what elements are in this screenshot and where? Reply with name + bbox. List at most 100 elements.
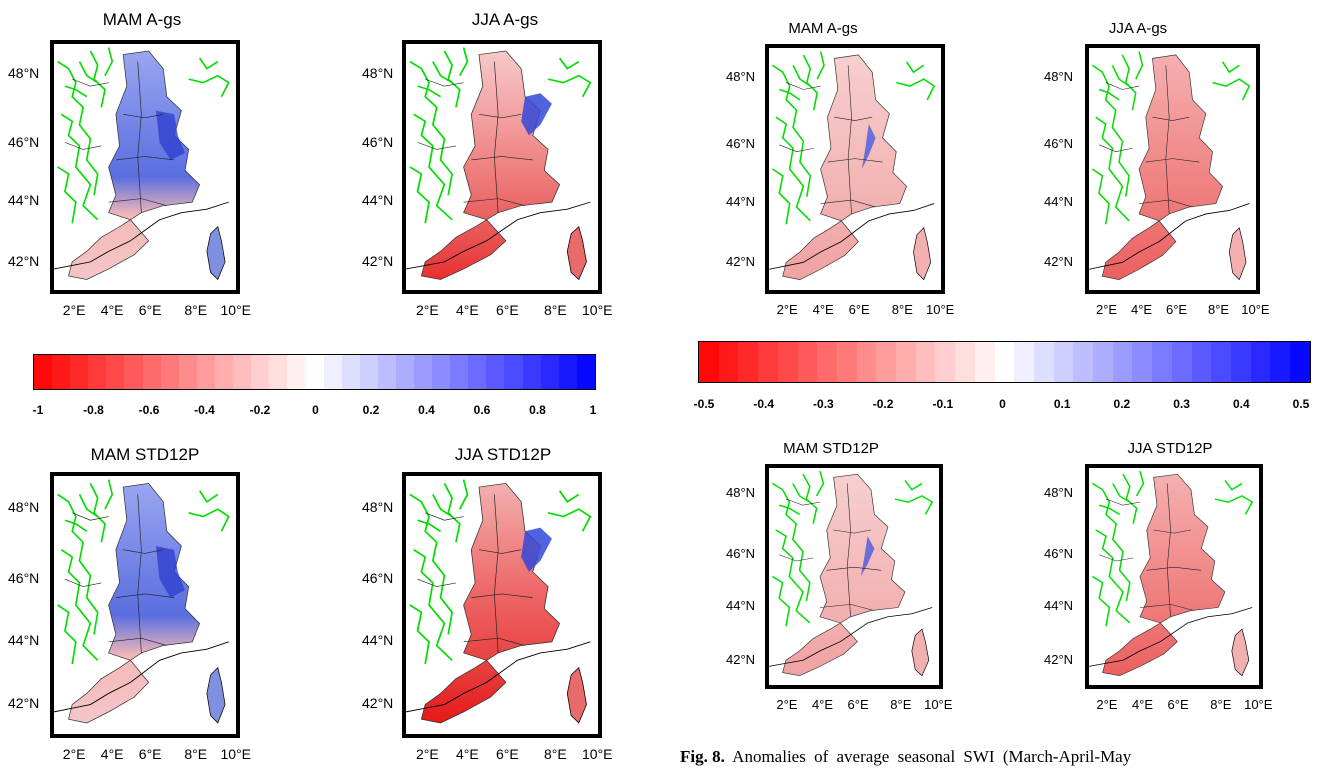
colorbar-segment: [287, 355, 306, 389]
map-plot: [406, 479, 592, 724]
axis-tick-label: 44°N: [1044, 597, 1074, 613]
axis-tick-label: 48°N: [362, 65, 394, 82]
map-frame: [765, 44, 945, 294]
axis-tick-label: 4°E: [1131, 302, 1153, 317]
coastline: [406, 641, 591, 713]
colorbar-segment: [269, 355, 288, 389]
axis-tick-label: 10°E: [924, 697, 953, 712]
axis-tick-label: 46°N: [362, 133, 394, 150]
rivers: [409, 47, 592, 224]
colorbar-segment: [251, 355, 270, 389]
axis-tick-label: 6°E: [138, 302, 162, 318]
colorbar-segment: [1250, 342, 1271, 382]
axis-tick-label: 46°N: [362, 570, 394, 587]
caption-label: Fig. 8.: [680, 747, 725, 766]
colorbar-segment: [738, 342, 759, 382]
coastline: [1089, 607, 1253, 667]
rivers: [1091, 470, 1254, 627]
colorbar-segment: [450, 355, 469, 389]
map-plot: [1089, 470, 1254, 677]
map-plot: [769, 51, 936, 281]
colorbar-segment: [377, 355, 396, 389]
colorbar-segment: [1230, 342, 1251, 382]
map-frame: [50, 40, 240, 294]
axis-tick-label: 6°E: [496, 746, 519, 762]
colorbar-segment: [915, 342, 936, 382]
colorbar-segment: [106, 355, 125, 389]
caption-text: Anomalies of average seasonal SWI (March…: [724, 747, 1132, 766]
colorbar-right: [698, 341, 1311, 383]
axis-tick-label: 10°E: [1244, 697, 1273, 712]
axis-tick-label: 8°E: [544, 302, 567, 318]
colorbar-segment: [896, 342, 916, 382]
axis-tick-label: 48°N: [1044, 68, 1074, 84]
panel-title: JJA A-gs: [471, 10, 539, 29]
colorbar-segment: [142, 355, 161, 389]
axis-tick-label: 44°N: [726, 597, 756, 613]
axis-tick-label: 2°E: [776, 697, 798, 712]
axis-tick-label: 4°E: [100, 746, 124, 762]
colorbar-segment: [124, 355, 143, 389]
panel-title: MAM A-gs: [102, 10, 182, 29]
axis-tick-label: 42°N: [8, 252, 40, 269]
axis-tick-label: 48°N: [362, 498, 394, 515]
positive-anomaly-patch: [155, 110, 186, 160]
coastline: [1089, 203, 1250, 270]
axis-tick-label: 48°N: [726, 68, 756, 84]
colorbar-tick-label: 0.3: [1173, 397, 1190, 411]
axis-tick-label: 44°N: [8, 631, 40, 648]
map-frame: [402, 472, 602, 738]
axis-tick-label: 10°E: [1241, 302, 1270, 317]
colorbar-segment: [699, 342, 719, 382]
colorbar-segment: [718, 342, 739, 382]
colorbar-segment: [955, 342, 975, 382]
positive-anomaly-patch: [521, 527, 552, 572]
panel-title: JJA STD12P: [454, 445, 552, 464]
map-frame: [50, 472, 240, 738]
axis-tick-label: 10°E: [582, 302, 613, 318]
positive-anomaly-patch: [155, 546, 186, 598]
axis-tick-label: 48°N: [8, 65, 40, 82]
axis-tick-label: 42°N: [8, 695, 40, 712]
coastline: [769, 607, 933, 667]
axis-tick-label: 6°E: [1167, 697, 1189, 712]
colorbar-tick-label: -0.5: [693, 397, 715, 411]
map-frame: [1085, 44, 1260, 294]
rivers: [772, 51, 936, 225]
map-plot: [769, 470, 934, 677]
colorbar-segment: [1290, 342, 1310, 382]
axis-tick-label: 42°N: [1044, 651, 1074, 667]
colorbar-tick-label: 1: [589, 403, 597, 417]
colorbar-segment: [233, 355, 252, 389]
axis-tick-label: 2°E: [62, 746, 86, 762]
panel-title: MAM STD12P: [783, 440, 879, 457]
colorbar-segment: [1152, 342, 1172, 382]
axis-tick-label: 46°N: [1044, 136, 1074, 151]
colorbar-segment: [1033, 342, 1054, 382]
map-frame: [402, 40, 602, 294]
coastline: [769, 203, 935, 270]
axis-tick-label: 2°E: [416, 302, 439, 318]
axis-tick-label: 10°E: [582, 746, 613, 762]
colorbar-segment: [323, 355, 342, 389]
colorbar-segment: [178, 355, 197, 389]
colorbar-segment: [486, 355, 505, 389]
corsica: [913, 227, 932, 281]
positive-anomaly-patch: [861, 124, 876, 169]
corsica: [911, 628, 930, 677]
map-plot: [54, 47, 230, 281]
colorbar-segment: [1191, 342, 1212, 382]
map-frame: [765, 464, 943, 689]
colorbar-segment: [1270, 342, 1291, 382]
colorbar-segment: [432, 355, 451, 389]
axis-tick-label: 46°N: [1044, 546, 1074, 561]
axis-tick-label: 6°E: [847, 697, 869, 712]
colorbar-segment: [395, 355, 414, 389]
colorbar-segment: [522, 355, 541, 389]
axis-tick-label: 4°E: [811, 697, 834, 712]
axis-tick-label: 10°E: [220, 746, 252, 762]
panel-title: MAM A-gs: [788, 20, 858, 37]
panel-title: MAM STD12P: [90, 445, 200, 464]
colorbar-tick-label: 0.2: [362, 403, 380, 417]
colorbar-segment: [34, 355, 53, 389]
